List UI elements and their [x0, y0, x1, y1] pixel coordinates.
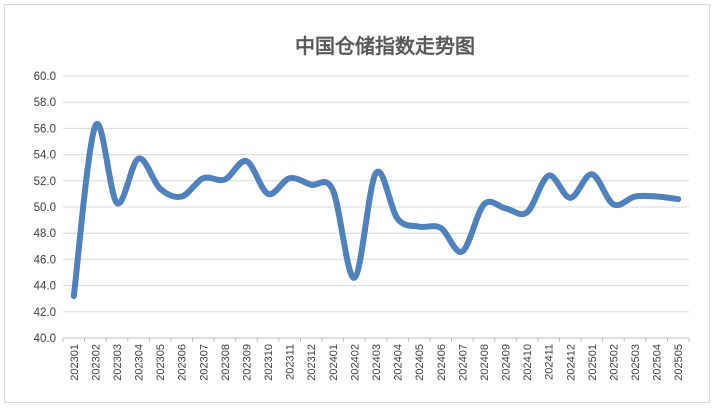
x-tick-label: 202401 — [328, 344, 340, 381]
x-tick-label: 202402 — [349, 344, 361, 381]
y-tick-label: 50.0 — [34, 202, 56, 214]
x-tick-label: 202404 — [393, 344, 405, 381]
data-point — [459, 249, 465, 255]
x-tick-label: 202406 — [436, 344, 448, 381]
data-point — [308, 182, 314, 188]
data-point — [589, 171, 595, 177]
x-tick-label: 202407 — [457, 344, 469, 381]
data-point — [567, 195, 573, 201]
x-tick-label: 202309 — [241, 344, 253, 381]
y-tick-label: 48.0 — [34, 228, 56, 240]
chart-title: 中国仓储指数走势图 — [295, 34, 475, 58]
y-tick-label: 56.0 — [34, 123, 56, 135]
x-tick-label: 202306 — [177, 344, 189, 381]
y-tick-label: 44.0 — [34, 281, 56, 293]
x-tick-label: 202305 — [155, 344, 167, 381]
y-tick-label: 52.0 — [34, 176, 56, 188]
y-tick-label: 42.0 — [34, 307, 56, 319]
x-tick-label: 202403 — [371, 344, 383, 381]
x-tick-label: 202405 — [414, 344, 426, 381]
x-tick-label: 202409 — [501, 344, 513, 381]
x-tick-label: 202408 — [479, 344, 491, 381]
series-line — [70, 120, 682, 300]
series-layer — [70, 120, 682, 300]
y-axis-ticks: 40.0 42.0 44.0 46.0 48.0 50.0 52.0 54.0 56.0 58.0… — [34, 71, 56, 345]
x-tick-label: 202308 — [220, 344, 232, 381]
x-axis-ticks: 202301 202302 202303 202304 202305 202306 2023… — [62, 338, 690, 381]
data-point — [395, 216, 401, 222]
data-point — [675, 196, 681, 202]
line-chart: 中国仓储指数走势图 40.0 42.0 44.0 46.0 48.0 50.0 52.0 54… — [34, 34, 690, 381]
data-point — [503, 205, 509, 211]
data-point — [243, 158, 249, 164]
y-tick-label: 60.0 — [34, 71, 56, 83]
data-point — [546, 173, 552, 179]
data-point — [438, 225, 444, 231]
x-tick-label: 202304 — [134, 344, 146, 381]
x-tick-label: 202505 — [673, 344, 685, 381]
data-point — [373, 170, 379, 176]
data-point — [330, 187, 336, 193]
chart-frame: 中国仓储指数走势图 40.0 42.0 44.0 46.0 48.0 50.0 52.0 54… — [4, 4, 710, 403]
x-tick-label: 202411 — [544, 344, 556, 380]
data-point — [71, 293, 77, 299]
x-tick-label: 202301 — [69, 344, 81, 381]
x-tick-label: 202503 — [630, 344, 642, 381]
x-tick-label: 202312 — [306, 344, 318, 381]
x-tick-label: 202310 — [263, 344, 275, 381]
x-tick-label: 202307 — [198, 344, 210, 381]
data-point — [416, 224, 422, 230]
data-point — [287, 175, 293, 181]
data-point — [157, 186, 163, 192]
x-tick-label: 202303 — [112, 344, 124, 381]
data-point — [114, 200, 120, 206]
y-tick-label: 58.0 — [34, 97, 56, 109]
x-tick-label: 202412 — [565, 344, 577, 381]
x-tick-label: 202302 — [90, 344, 102, 381]
x-tick-label: 202410 — [522, 344, 534, 381]
data-point — [351, 275, 357, 281]
data-point — [136, 156, 142, 162]
y-tick-label: 54.0 — [34, 150, 56, 162]
gridlines — [63, 75, 689, 339]
x-tick-label: 202501 — [587, 344, 599, 381]
data-point — [524, 209, 530, 215]
data-point — [179, 194, 185, 200]
data-point — [265, 191, 271, 197]
data-point — [481, 201, 487, 207]
x-tick-label: 202311 — [285, 344, 297, 380]
data-point — [610, 201, 616, 207]
x-tick-label: 202504 — [652, 344, 664, 381]
y-tick-label: 40.0 — [34, 333, 56, 345]
data-point — [92, 123, 98, 129]
data-point — [200, 175, 206, 181]
data-point — [632, 194, 638, 200]
data-point — [222, 176, 228, 182]
x-tick-label: 202502 — [608, 344, 620, 381]
y-tick-label: 46.0 — [34, 254, 56, 266]
data-point — [654, 194, 660, 200]
